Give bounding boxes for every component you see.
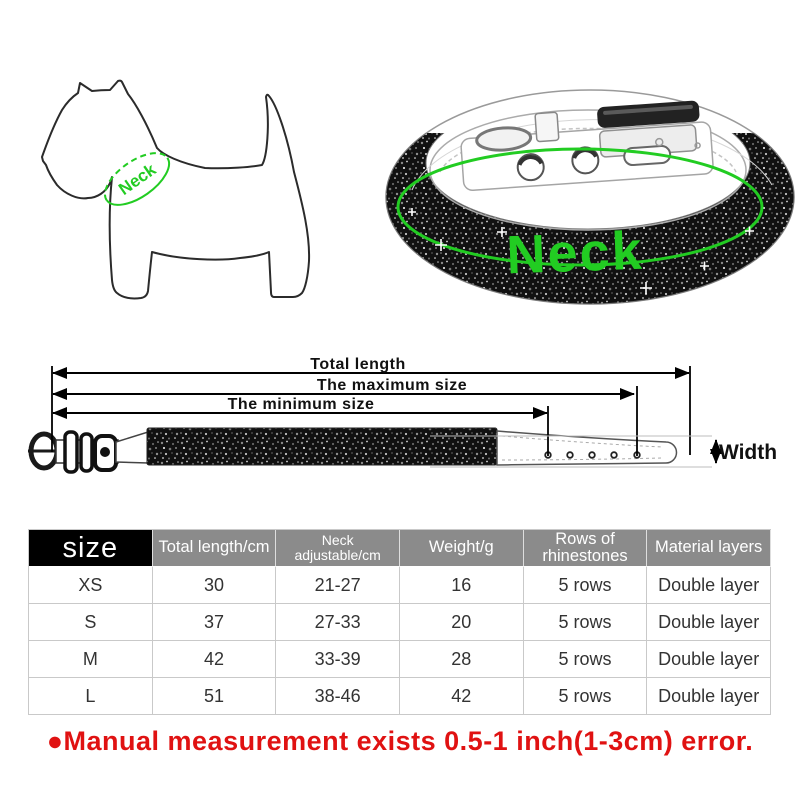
table-cell-s-rows: 5 rows bbox=[523, 604, 648, 641]
dog-outline bbox=[41, 79, 311, 300]
buckle-keeper-loop bbox=[475, 126, 533, 152]
collar-neck-label: Neck bbox=[505, 221, 644, 286]
collar-neck-ellipse bbox=[396, 147, 764, 267]
flat-tail-strap bbox=[496, 430, 678, 466]
flat-keeper-1 bbox=[63, 430, 79, 474]
table-cell-xs-total-length: 30 bbox=[152, 567, 277, 604]
strap-holes bbox=[544, 451, 641, 459]
table-cell-m-weight: 28 bbox=[399, 641, 524, 678]
table-cell-l-total-length: 51 bbox=[152, 678, 277, 715]
table-header-rows-of-rhinestones: Rows of rhinestones bbox=[523, 530, 648, 567]
table-cell-m-size: M bbox=[29, 641, 153, 678]
maximum-size-label: The maximum size bbox=[317, 377, 467, 394]
table-cell-xs-neck: 21-27 bbox=[276, 567, 400, 604]
table-header-material-layers: Material layers bbox=[647, 530, 771, 567]
table-cell-l-size: L bbox=[29, 678, 153, 715]
flat-keeper-2 bbox=[79, 432, 94, 473]
table-header-size: size bbox=[29, 530, 153, 567]
dog-neck-ellipse-dashed bbox=[104, 152, 169, 201]
table-header-neck-adjustable: Neck adjustable/cm bbox=[276, 530, 400, 567]
table-header-weight: Weight/g bbox=[399, 530, 524, 567]
size-table: size Total length/cm Neck adjustable/cm … bbox=[28, 529, 771, 715]
table-cell-s-neck: 27-33 bbox=[276, 604, 400, 641]
flat-rivet bbox=[100, 447, 110, 457]
width-label: Width bbox=[719, 441, 777, 464]
collar-inner-sketch-line bbox=[411, 119, 773, 191]
minimum-size-label: The minimum size bbox=[228, 396, 375, 413]
table-cell-s-total-length: 37 bbox=[152, 604, 277, 641]
dog-outline-diagram: Neck bbox=[41, 79, 311, 300]
table-cell-xs-rows: 5 rows bbox=[523, 567, 648, 604]
table-cell-xs-size: XS bbox=[29, 567, 153, 604]
table-cell-xs-weight: 16 bbox=[399, 567, 524, 604]
collar-inner-hole bbox=[429, 109, 747, 231]
table-cell-l-weight: 42 bbox=[399, 678, 524, 715]
sparkle-highlights bbox=[408, 208, 754, 294]
table-cell-xs-material: Double layer bbox=[647, 567, 771, 604]
table-cell-s-material: Double layer bbox=[647, 604, 771, 641]
collar-photo: Neck bbox=[385, 89, 795, 305]
buckle-tab bbox=[534, 111, 560, 143]
table-cell-s-weight: 20 bbox=[399, 604, 524, 641]
table-cell-m-material: Double layer bbox=[647, 641, 771, 678]
table-cell-m-rows: 5 rows bbox=[523, 641, 648, 678]
collar-rhinestone-band bbox=[385, 133, 795, 305]
table-header-total-length: Total length/cm bbox=[152, 530, 277, 567]
table-cell-m-total-length: 42 bbox=[152, 641, 277, 678]
measurement-error-note: ●Manual measurement exists 0.5-1 inch(1-… bbox=[46, 726, 754, 756]
table-cell-s-size: S bbox=[29, 604, 153, 641]
dog-neck-ellipse-solid bbox=[105, 157, 170, 206]
table-cell-m-neck: 33-39 bbox=[276, 641, 400, 678]
table-cell-l-material: Double layer bbox=[647, 678, 771, 715]
total-length-label: Total length bbox=[310, 356, 405, 373]
table-cell-l-neck: 38-46 bbox=[276, 678, 400, 715]
flat-rhinestone-band bbox=[146, 427, 498, 466]
table-cell-l-rows: 5 rows bbox=[523, 678, 648, 715]
measurement-diagram: Total length The maximum size The minimu… bbox=[28, 356, 777, 474]
